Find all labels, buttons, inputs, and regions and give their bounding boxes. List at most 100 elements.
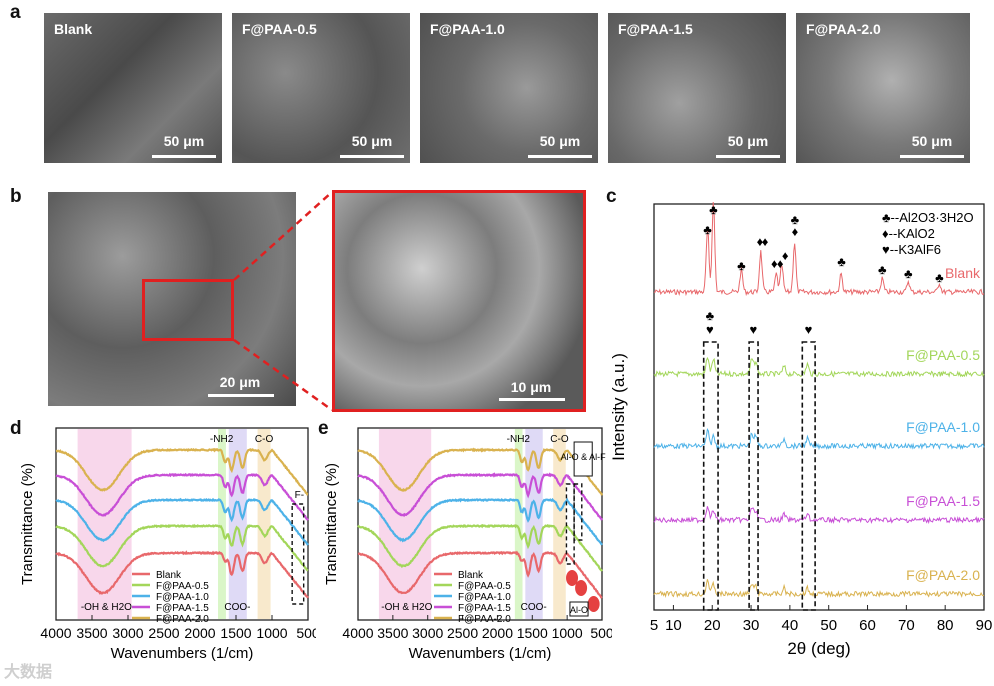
peak-marker: ♣ [703, 222, 712, 237]
x-tick-label: 4000 [342, 625, 373, 641]
legend-entry: ♥--K3AlF6 [882, 242, 941, 257]
peak-marker: ♥ [706, 322, 714, 337]
ftir-series-line [357, 550, 603, 599]
legend-entry: F@PAA-2.0 [156, 614, 209, 625]
ftir-series-line [55, 523, 309, 572]
peak-marker: ♣ [709, 202, 718, 217]
band-co [553, 429, 566, 619]
x-tick-label: 5 [650, 617, 658, 634]
scale-label: 50 μm [351, 133, 393, 149]
scale-bar [340, 155, 404, 158]
x-tick-label: 1500 [220, 625, 251, 641]
x-tick-label: 500 [296, 625, 316, 641]
sem-image-b-overview: 20 μm [48, 192, 296, 406]
band-label: C-O [255, 434, 274, 445]
x-tick-label: 50 [820, 617, 837, 634]
x-axis-label: 2θ (deg) [787, 639, 850, 658]
legend-entry: Blank [458, 570, 484, 581]
band-label: C-O [550, 434, 569, 445]
peak-marker: ♦ [777, 256, 784, 271]
peak-marker: ♦ [782, 248, 789, 263]
band-label: -NH2 [507, 434, 531, 445]
al-o-marker [587, 596, 600, 612]
x-axis-label: Wavenumbers (1/cm) [409, 645, 552, 662]
x-tick-label: 1000 [552, 625, 583, 641]
ftir-chart-e: 4000 3500 3000 2500 2000 1500 1000 500 Wavenumbe… [323, 427, 612, 662]
y-axis-label: Transmittance (%) [323, 463, 340, 585]
band-label: Al-O [570, 605, 588, 615]
scale-label: 10 μm [510, 379, 552, 395]
legend-entry: F@PAA-0.5 [458, 581, 511, 592]
x-tick-label: 3500 [76, 625, 107, 641]
series-label: F@PAA-2.0 [906, 567, 980, 583]
x-tick-label: 2500 [148, 625, 179, 641]
scale-bar [716, 155, 780, 158]
xrd-chart: 5 10 20 30 40 50 60 70 80 90 2θ (deg) Intensity (a.… [610, 201, 993, 658]
x-tick-label: 40 [782, 617, 799, 634]
band-label: COO- [521, 602, 547, 613]
highlight-box [801, 341, 816, 611]
scale-bar [900, 155, 964, 158]
legend-entry: ♣--Al2O3·3H2O [882, 210, 974, 225]
ftir-series-line [357, 523, 603, 572]
band-label: Al-O & Al-F [561, 452, 607, 462]
panel-label-b: b [10, 186, 22, 207]
al-o-marker [566, 570, 579, 586]
sem-image-blank: Blank 50 μm [44, 13, 222, 163]
x-tick-label: 1500 [517, 625, 548, 641]
xrd-series-line [653, 201, 985, 297]
legend-entry: F@PAA-1.0 [458, 592, 511, 603]
xrd-series-line [653, 428, 985, 451]
peak-marker: ♣ [706, 308, 715, 323]
panel-label-c: c [606, 186, 617, 207]
x-tick-label: 90 [976, 617, 993, 634]
peak-marker: ♣ [837, 254, 846, 269]
scale-label: 50 μm [727, 133, 769, 149]
x-tick-label: 4000 [40, 625, 71, 641]
ftir-chart-d: 4000 3500 3000 2500 2000 1500 1000 500 Wavenumbe… [19, 427, 316, 662]
panel-label-e: e [318, 418, 329, 439]
peak-marker: ♥ [750, 322, 758, 337]
peak-marker: ♦ [757, 234, 764, 249]
scale-label: 50 μm [539, 133, 581, 149]
x-tick-label: 20 [704, 617, 721, 634]
x-tick-label: 70 [898, 617, 915, 634]
scale-bar [528, 155, 592, 158]
panel-label-a: a [10, 2, 21, 23]
watermark: 大数据 [4, 664, 53, 681]
series-label: F@PAA-1.5 [906, 493, 980, 509]
x-tick-label: 3500 [377, 625, 408, 641]
sem-label: F@PAA-2.0 [806, 21, 881, 37]
legend-entry: Blank [156, 570, 182, 581]
xrd-series-line [653, 579, 985, 599]
scale-bar [208, 394, 274, 397]
peak-marker: ♦ [771, 256, 778, 271]
ftir-series-line [357, 497, 603, 546]
legend-entry: F@PAA-1.0 [156, 592, 209, 603]
peak-marker: ♣ [791, 212, 800, 227]
band-coo [525, 429, 543, 619]
sem-image-paa-1-0: F@PAA-1.0 50 μm [420, 13, 598, 163]
x-tick-label: 10 [665, 617, 682, 634]
xrd-series-line [653, 506, 985, 525]
y-axis-label: Intensity (a.u.) [610, 353, 628, 461]
scale-bar [152, 155, 216, 158]
panel-label-d: d [10, 418, 22, 439]
sem-label: F@PAA-1.0 [430, 21, 505, 37]
sem-image-b-zoom: 10 μm [332, 190, 586, 412]
peak-marker: ♦ [792, 224, 799, 239]
peak-marker: ♣ [904, 266, 913, 281]
series-label: F@PAA-0.5 [906, 347, 980, 363]
band-label: -OH & H2O [381, 602, 432, 613]
peak-marker: ♣ [737, 258, 746, 273]
band-label: -OH & H2O [81, 602, 132, 613]
scale-label: 50 μm [911, 133, 953, 149]
scale-label: 50 μm [163, 133, 205, 149]
band-label: COO- [224, 602, 250, 613]
band-label-box [569, 601, 589, 617]
x-tick-label: 500 [590, 625, 612, 641]
legend-entry: F@PAA-2.0 [458, 614, 511, 625]
x-tick-label: 30 [743, 617, 760, 634]
x-tick-label: 2000 [482, 625, 513, 641]
peak-marker: ♥ [805, 322, 813, 337]
